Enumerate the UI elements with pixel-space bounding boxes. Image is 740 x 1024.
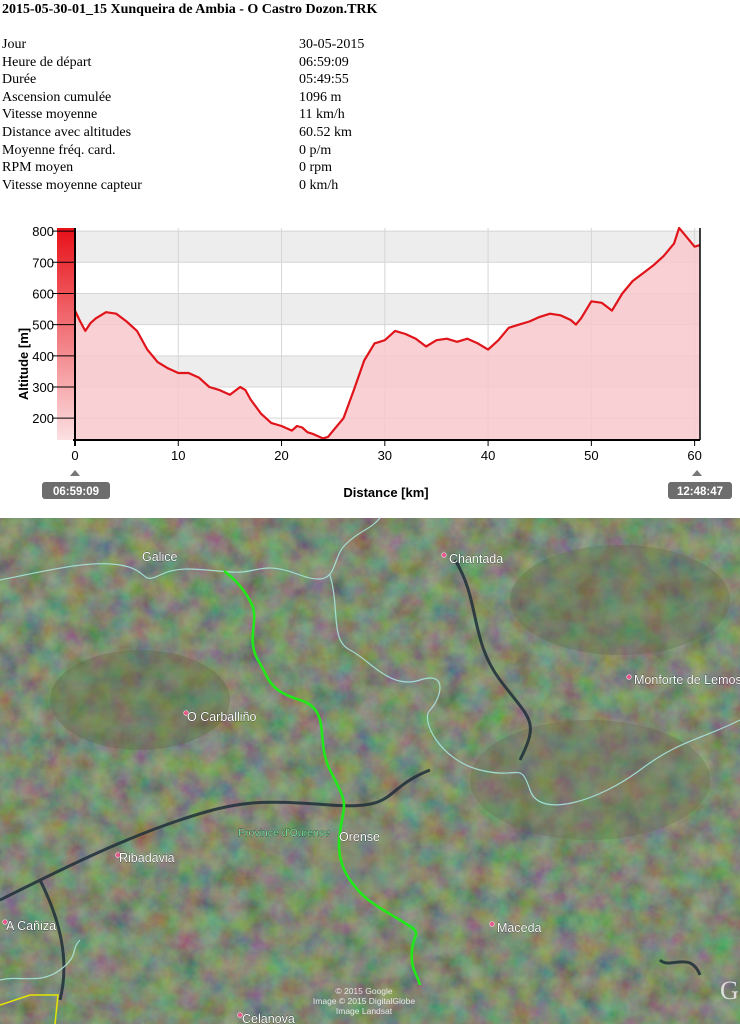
gps-track — [223, 569, 422, 986]
stat-row-avg-speed: Vitesse moyenne 11 km/h — [2, 106, 722, 124]
label-acaniza: A Cañiza — [6, 919, 56, 933]
stat-value: 0 km/h — [299, 177, 339, 193]
stat-row-ascent: Ascension cumulée 1096 m — [2, 89, 722, 107]
y-tick-label: 300 — [32, 380, 54, 395]
stat-label: Distance avec altitudes — [2, 124, 132, 140]
label-monforte: Monforte de Lemos — [634, 673, 740, 687]
stat-row-sensor-speed: Vitesse moyenne capteur 0 km/h — [2, 177, 722, 195]
y-tick-labels: 200 300 400 500 600 700 800 — [32, 224, 75, 426]
satellite-map[interactable]: Galice Chantada Monforte de Lemos O Carb… — [0, 518, 740, 1024]
map-labels: Galice Chantada Monforte de Lemos O Carb… — [2, 550, 740, 1024]
stat-row-heart-rate: Moyenne fréq. card. 0 p/m — [2, 142, 722, 160]
altitude-profile-chart: 200 300 400 500 600 700 800 0 10 20 30 40 50 60 Alti… — [16, 224, 732, 500]
chart-axes — [73, 228, 701, 446]
x-tick-label: 0 — [71, 448, 78, 463]
label-carballino: O Carballiño — [187, 710, 257, 724]
chart-band — [75, 231, 700, 263]
map-attribution: © 2015 Google Image © 2015 DigitalGlobe … — [313, 986, 415, 1016]
stat-value: 0 rpm — [299, 160, 333, 176]
y-tick-label: 400 — [32, 349, 54, 364]
stat-value: 11 km/h — [299, 107, 345, 123]
label-chantada: Chantada — [449, 552, 503, 566]
stat-row-day: Jour 30-05-2015 — [2, 36, 722, 54]
y-tick-label: 700 — [32, 255, 54, 270]
attribution-line: Image Landsat — [336, 1006, 393, 1016]
x-tick-label: 10 — [171, 448, 185, 463]
stat-label: Durée — [2, 72, 37, 88]
stat-row-duration: Durée 05:49:55 — [2, 71, 722, 89]
stat-value: 05:49:55 — [299, 72, 349, 88]
stat-row-rpm: RPM moyen 0 rpm — [2, 159, 722, 177]
attribution-line: Image © 2015 DigitalGlobe — [313, 996, 415, 1006]
stat-value: 1096 m — [299, 89, 342, 105]
map-patches — [50, 545, 730, 895]
stat-row-start-time: Heure de départ 06:59:09 — [2, 54, 722, 72]
x-tick-label: 30 — [378, 448, 392, 463]
label-province: Province d'Ourense — [238, 827, 330, 839]
track-stats: Jour 30-05-2015 Heure de départ 06:59:09 D… — [2, 36, 722, 194]
end-time-label: 12:48:47 — [677, 486, 723, 498]
stat-value: 0 p/m — [299, 142, 332, 158]
label-maceda: Maceda — [497, 921, 542, 935]
label-orense: Orense — [339, 830, 380, 844]
x-tick-labels: 0 10 20 30 40 50 60 — [71, 440, 702, 463]
x-tick-label: 60 — [687, 448, 701, 463]
place-dot — [183, 710, 189, 716]
stat-value: 06:59:09 — [299, 54, 349, 70]
start-time-label: 06:59:09 — [53, 486, 99, 498]
end-time-badge: 12:48:47 — [668, 470, 732, 499]
place-dot — [441, 552, 447, 558]
y-tick-label: 500 — [32, 318, 54, 333]
place-dot — [489, 921, 495, 927]
borders — [0, 518, 740, 981]
track-title: 2015-05-30-01_15 Xunqueira de Ambia - O … — [2, 2, 378, 17]
x-tick-label: 40 — [481, 448, 495, 463]
place-dot — [626, 674, 632, 680]
altitude-color-scale — [57, 228, 74, 440]
attribution-line: © 2015 Google — [335, 986, 393, 996]
y-axis-label: Altitude [m] — [16, 328, 31, 400]
stat-label: Moyenne fréq. card. — [2, 142, 116, 158]
start-time-badge: 06:59:09 — [42, 470, 110, 499]
stat-label: Vitesse moyenne — [2, 107, 98, 123]
stat-label: RPM moyen — [2, 160, 74, 176]
altitude-line — [74, 226, 701, 440]
label-ribadavia: Ribadavia — [119, 851, 175, 865]
place-dot — [115, 852, 121, 858]
stat-label: Ascension cumulée — [2, 89, 112, 105]
place-dot — [2, 919, 8, 925]
label-celanova: Celanova — [242, 1012, 295, 1024]
y-tick-label: 800 — [32, 224, 54, 239]
x-tick-label: 20 — [274, 448, 288, 463]
altitude-area — [75, 228, 700, 440]
x-axis-label: Distance [km] — [343, 485, 428, 500]
label-galice: Galice — [142, 550, 177, 564]
stat-label: Heure de départ — [2, 54, 92, 70]
y-tick-label: 600 — [32, 286, 54, 301]
stat-row-distance: Distance avec altitudes 60.52 km — [2, 124, 722, 142]
region-border-yellow — [0, 994, 59, 1024]
place-dot — [237, 1012, 243, 1018]
stat-label: Jour — [2, 37, 27, 52]
x-tick-label: 50 — [584, 448, 598, 463]
y-tick-label: 200 — [32, 411, 54, 426]
rivers — [0, 559, 702, 1001]
google-logo-icon: G — [720, 976, 739, 1005]
stat-label: Vitesse moyenne capteur — [2, 177, 142, 193]
stat-value: 60.52 km — [299, 124, 352, 140]
stat-value: 30-05-2015 — [299, 37, 365, 52]
